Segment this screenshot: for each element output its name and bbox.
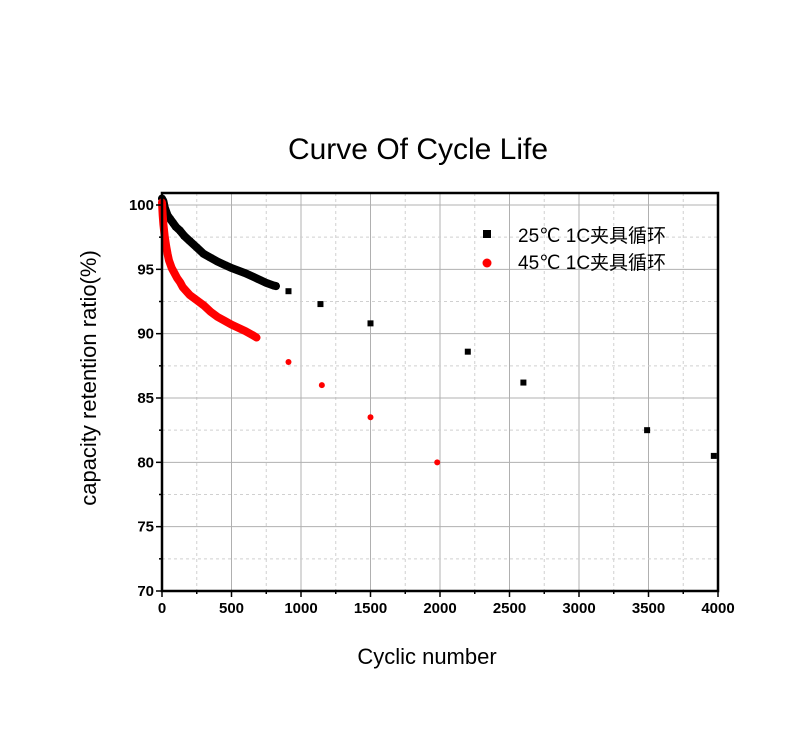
data-point [163, 243, 170, 250]
data-point [167, 216, 174, 223]
legend-marker-25c [483, 230, 491, 238]
data-point [193, 244, 200, 251]
data-point [165, 257, 172, 264]
axis-ticks: 0 500 1000 1500 2000 2500 3000 3500 4000 70 75 80 85… [129, 197, 735, 617]
y-tick-label: 80 [137, 454, 154, 471]
data-point [164, 212, 171, 219]
legend-label-45c: 45℃ 1C夹具循环 [518, 252, 666, 274]
data-point [272, 283, 279, 290]
y-tick-label: 75 [137, 519, 154, 536]
series-layer [158, 194, 717, 466]
data-point [242, 270, 249, 277]
x-tick-label: 0 [158, 600, 166, 617]
y-tick-label: 70 [137, 583, 154, 600]
data-point [200, 250, 207, 257]
y-axis-label: capacity retention ratio(%) [76, 250, 101, 506]
x-tick-label: 500 [219, 600, 244, 617]
data-point [318, 382, 325, 389]
data-point [172, 223, 179, 230]
x-tick-label: 2000 [423, 600, 456, 617]
series-dense-line [158, 194, 280, 291]
data-point [285, 288, 292, 295]
data-point [207, 254, 214, 261]
x-tick-label: 1000 [284, 600, 317, 617]
data-point [177, 279, 184, 286]
x-axis-label: Cyclic number [357, 644, 496, 669]
data-point [179, 284, 186, 291]
data-point [367, 320, 374, 327]
data-point [249, 273, 256, 280]
data-point [263, 279, 270, 286]
data-point [164, 250, 171, 257]
data-point [235, 324, 242, 331]
data-point [214, 313, 221, 320]
x-tick-label: 3000 [562, 600, 595, 617]
data-point [242, 328, 249, 335]
data-point [170, 220, 177, 227]
series-1 [158, 198, 441, 466]
data-point [228, 265, 235, 272]
data-point [256, 276, 263, 283]
y-tick-label: 85 [137, 390, 154, 407]
data-point [644, 427, 651, 434]
data-point [221, 317, 228, 324]
x-tick-label: 2500 [493, 600, 526, 617]
data-point [207, 308, 214, 315]
data-point [200, 302, 207, 309]
data-point [221, 261, 228, 268]
data-point [710, 452, 717, 459]
data-point [520, 379, 527, 386]
legend: 25℃ 1C夹具循环 45℃ 1C夹具循环 [482, 225, 666, 274]
y-tick-label: 90 [137, 326, 154, 343]
data-point [464, 348, 471, 355]
x-tick-label: 4000 [701, 600, 734, 617]
x-tick-label: 3500 [632, 600, 665, 617]
data-point [367, 414, 374, 421]
y-tick-label: 95 [137, 261, 154, 278]
data-point [235, 267, 242, 274]
x-tick-label: 1500 [354, 600, 387, 617]
data-point [168, 265, 175, 272]
y-tick-label: 100 [129, 197, 154, 214]
data-point [186, 238, 193, 245]
data-point [253, 334, 260, 341]
data-point [181, 232, 188, 239]
data-point [228, 321, 235, 328]
data-point [161, 234, 168, 241]
chart-title: Curve Of Cycle Life [288, 133, 548, 166]
data-point [171, 270, 178, 277]
data-point [434, 459, 441, 466]
legend-label-25c: 25℃ 1C夹具循环 [518, 225, 666, 247]
data-point [285, 358, 292, 365]
data-point [214, 258, 221, 265]
data-point [193, 297, 200, 304]
data-point [186, 292, 193, 299]
series-0 [158, 194, 717, 459]
legend-marker-45c [482, 258, 492, 268]
data-point [317, 301, 324, 308]
data-point [183, 288, 190, 295]
data-point [177, 227, 184, 234]
